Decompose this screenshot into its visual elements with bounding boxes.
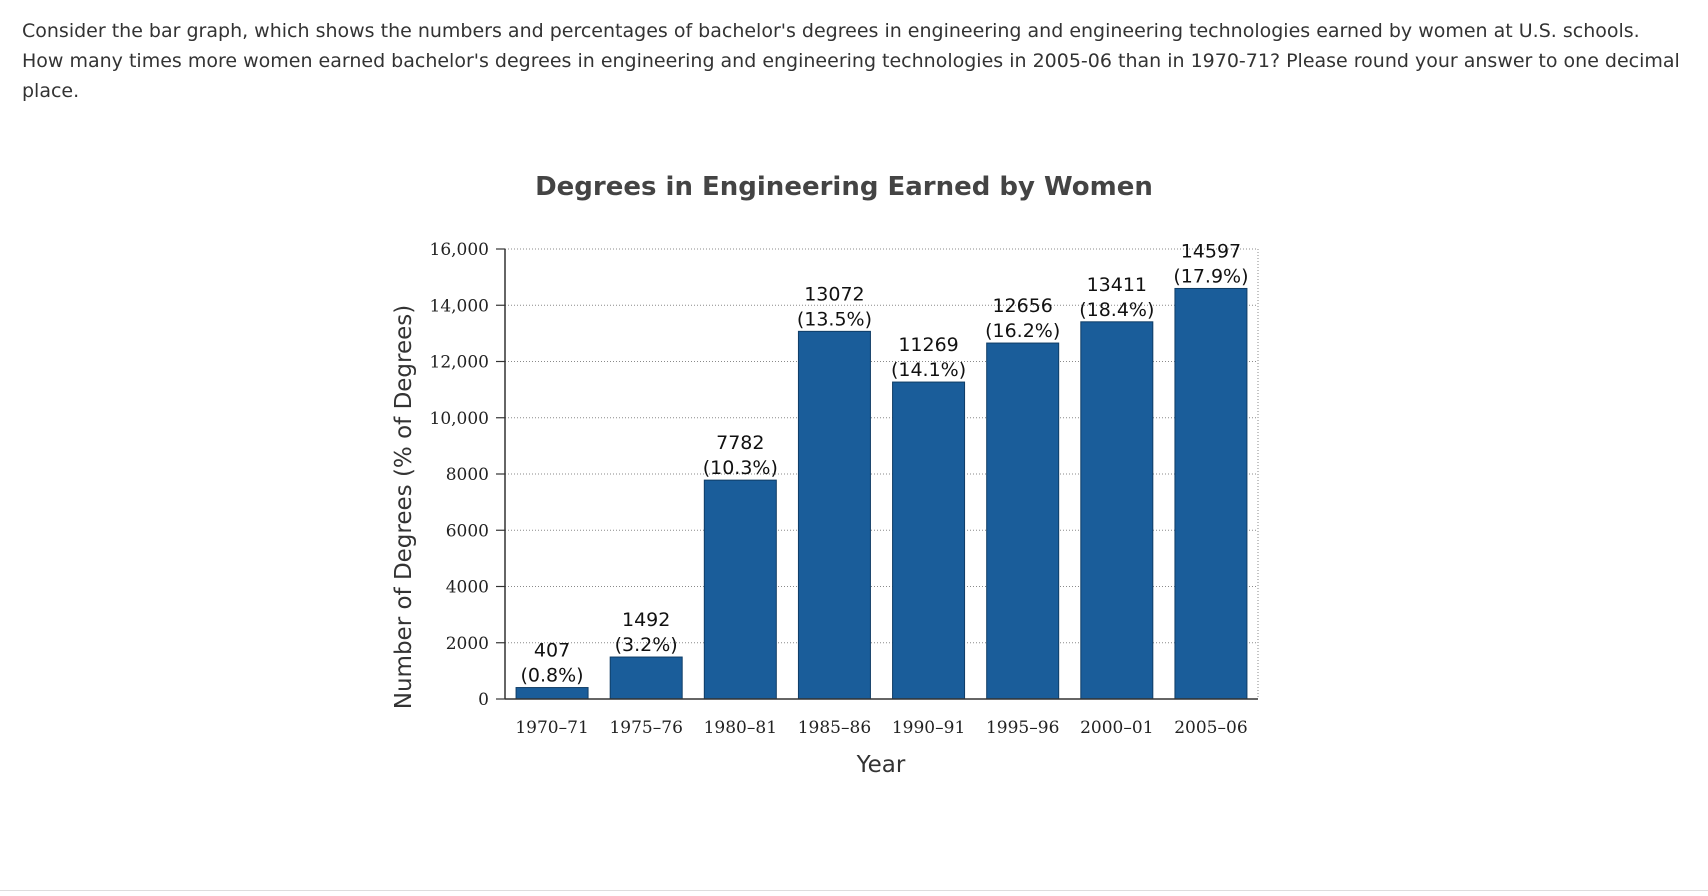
x-tick-label: 1975–76 (609, 718, 682, 738)
x-tick-label: 1995–96 (986, 718, 1059, 738)
y-tick-label: 10,000 (430, 409, 489, 429)
value-label: 407 (534, 640, 570, 662)
value-label: 13411 (1087, 274, 1147, 296)
bar (892, 381, 966, 700)
bar (1080, 321, 1154, 700)
bar (1174, 287, 1248, 700)
y-tick-label: 2000 (446, 634, 489, 654)
bar (703, 479, 777, 700)
value-label: 1492 (622, 609, 670, 631)
bar (986, 342, 1060, 700)
y-tick-label: 4000 (446, 578, 489, 598)
x-tick-label: 1980–81 (704, 718, 777, 738)
y-axis-label: Number of Degrees (% of Degrees) (391, 305, 417, 709)
y-tick-label: 6000 (446, 521, 489, 541)
chart-title: Degrees in Engineering Earned by Women (535, 172, 1153, 202)
bar (609, 656, 683, 700)
axes (496, 248, 1258, 700)
x-tick-label: 2000–01 (1080, 718, 1153, 738)
percent-label: (16.2%) (985, 320, 1060, 342)
percent-label: (10.3%) (703, 457, 778, 479)
question-text: Consider the bar graph, which shows the … (22, 20, 1680, 102)
percent-label: (0.8%) (521, 665, 584, 687)
percent-label: (18.4%) (1079, 299, 1154, 321)
percent-label: (3.2%) (615, 634, 678, 656)
y-tick-label: 16,000 (430, 240, 489, 260)
x-tick-label: 1985–86 (798, 718, 871, 738)
bar (797, 330, 871, 700)
data-labels: 407 (0.8%) 1492 (3.2%) 7782 (10.3%) 13072 (13.5… (521, 240, 1249, 686)
y-tick-label: 8000 (446, 465, 489, 485)
percent-label: (17.9%) (1173, 265, 1248, 287)
bar (515, 687, 589, 700)
value-label: 7782 (716, 432, 764, 454)
bars (515, 287, 1248, 700)
y-tick-label: 14,000 (430, 296, 489, 316)
value-label: 13072 (804, 283, 864, 305)
y-tick-label: 12,000 (430, 353, 489, 373)
percent-label: (13.5%) (797, 308, 872, 330)
x-tick-label: 2005–06 (1174, 718, 1247, 738)
value-label: 14597 (1181, 240, 1241, 262)
x-tick-label: 1990–91 (892, 718, 965, 738)
bottom-divider (0, 890, 1708, 891)
value-label: 11269 (898, 334, 958, 356)
x-axis-label: Year (856, 752, 906, 778)
percent-label: (14.1%) (891, 359, 966, 381)
value-label: 12656 (992, 295, 1052, 317)
tick-labels: 0 2000 4000 6000 8000 10,000 12,000 14,000 16,00… (430, 240, 1248, 738)
y-tick-label: 0 (478, 690, 489, 710)
x-tick-label: 1970–71 (515, 718, 588, 738)
